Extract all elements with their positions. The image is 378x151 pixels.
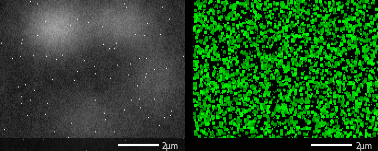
Text: 2μm: 2μm [355,142,372,151]
Text: 2μm: 2μm [162,142,179,151]
